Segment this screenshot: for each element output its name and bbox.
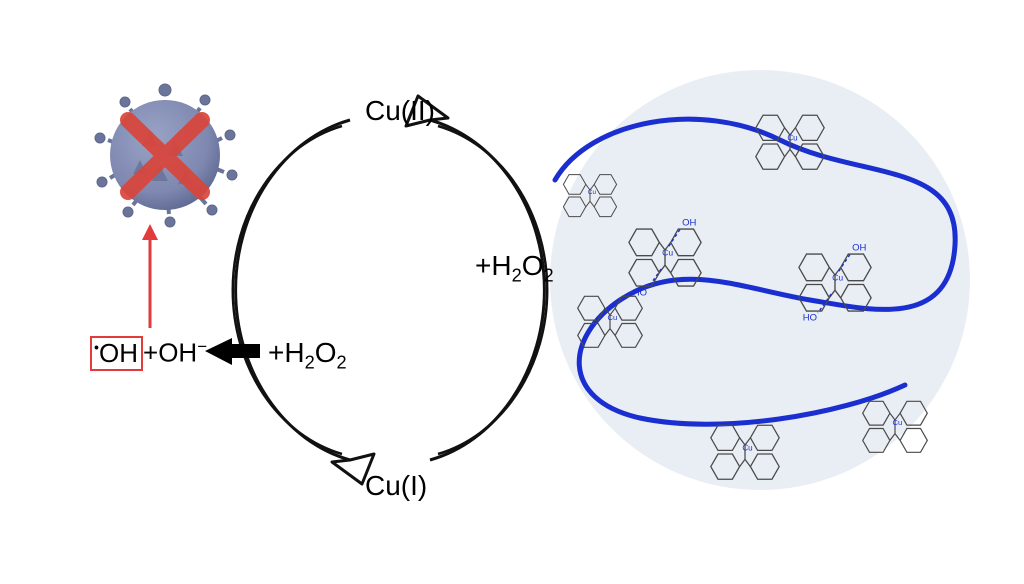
diagram-stage: Cu OH HO Cu(II) Cu(I) +H2O2 +H2O xyxy=(0,0,1024,584)
h2o2-right-label: +H2O2 xyxy=(475,250,554,287)
product-label: •OH+OH− xyxy=(90,337,207,369)
cu1-label: Cu(I) xyxy=(365,470,427,502)
h2o2-left-label: +H2O2 xyxy=(268,337,347,374)
cu2-label: Cu(II) xyxy=(365,95,435,127)
polymer-layer: Cu OH HO xyxy=(0,0,1024,584)
